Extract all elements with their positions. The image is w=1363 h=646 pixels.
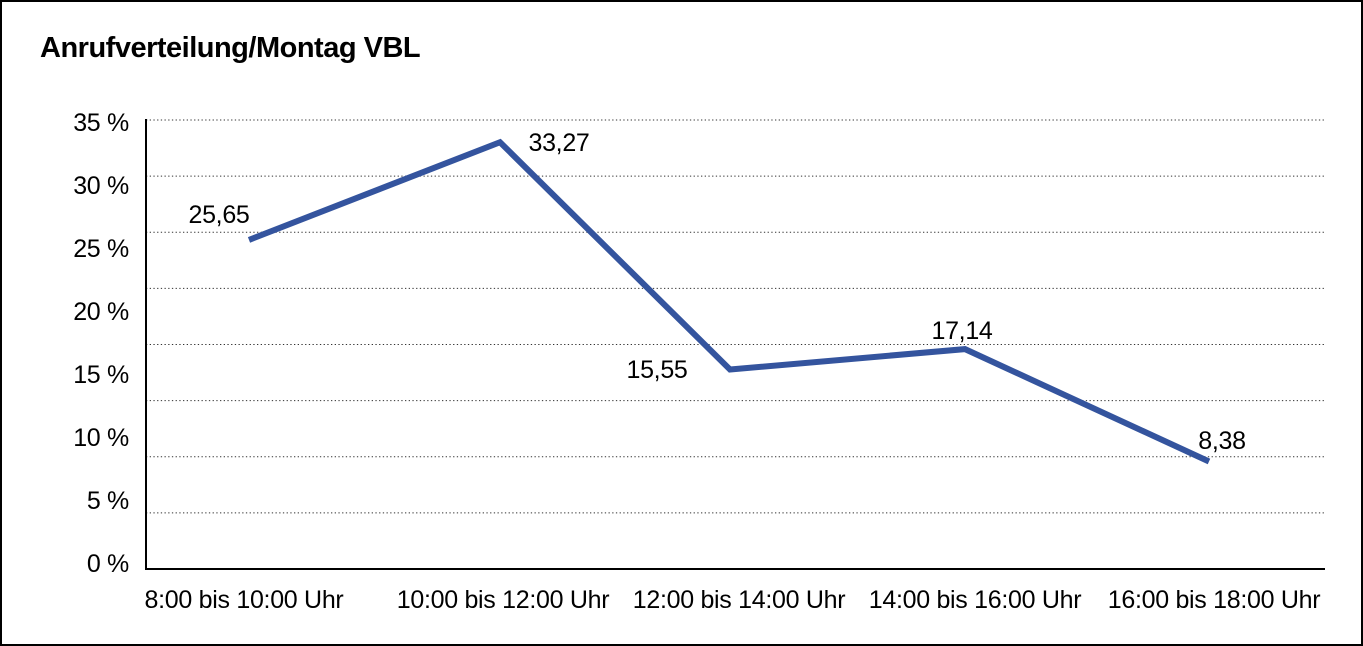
y-tick-label: 10 % (73, 424, 129, 452)
value-label: 8,38 (1198, 427, 1245, 455)
x-tick-label: 16:00 bis 18:00 Uhr (1108, 586, 1321, 614)
x-tick-label: 14:00 bis 16:00 Uhr (869, 586, 1082, 614)
x-tick-label: 8:00 bis 10:00 Uhr (145, 586, 344, 614)
x-tick-label: 10:00 bis 12:00 Uhr (397, 586, 610, 614)
value-label: 25,65 (188, 201, 249, 229)
data-series-line (247, 138, 1211, 465)
y-tick-label: 25 % (73, 235, 129, 263)
value-label: 17,14 (931, 317, 992, 345)
y-tick-label: 5 % (87, 487, 129, 515)
value-label: 33,27 (528, 129, 589, 157)
chart-title: Anrufverteilung/Montag VBL (40, 32, 421, 64)
x-tick-label: 12:00 bis 14:00 Uhr (633, 586, 846, 614)
y-tick-label: 35 % (73, 109, 129, 137)
y-tick-label: 0 % (87, 550, 129, 578)
y-tick-label: 30 % (73, 172, 129, 200)
y-tick-label: 20 % (73, 298, 129, 326)
y-tick-label: 15 % (73, 361, 129, 389)
value-label: 15,55 (626, 356, 687, 384)
